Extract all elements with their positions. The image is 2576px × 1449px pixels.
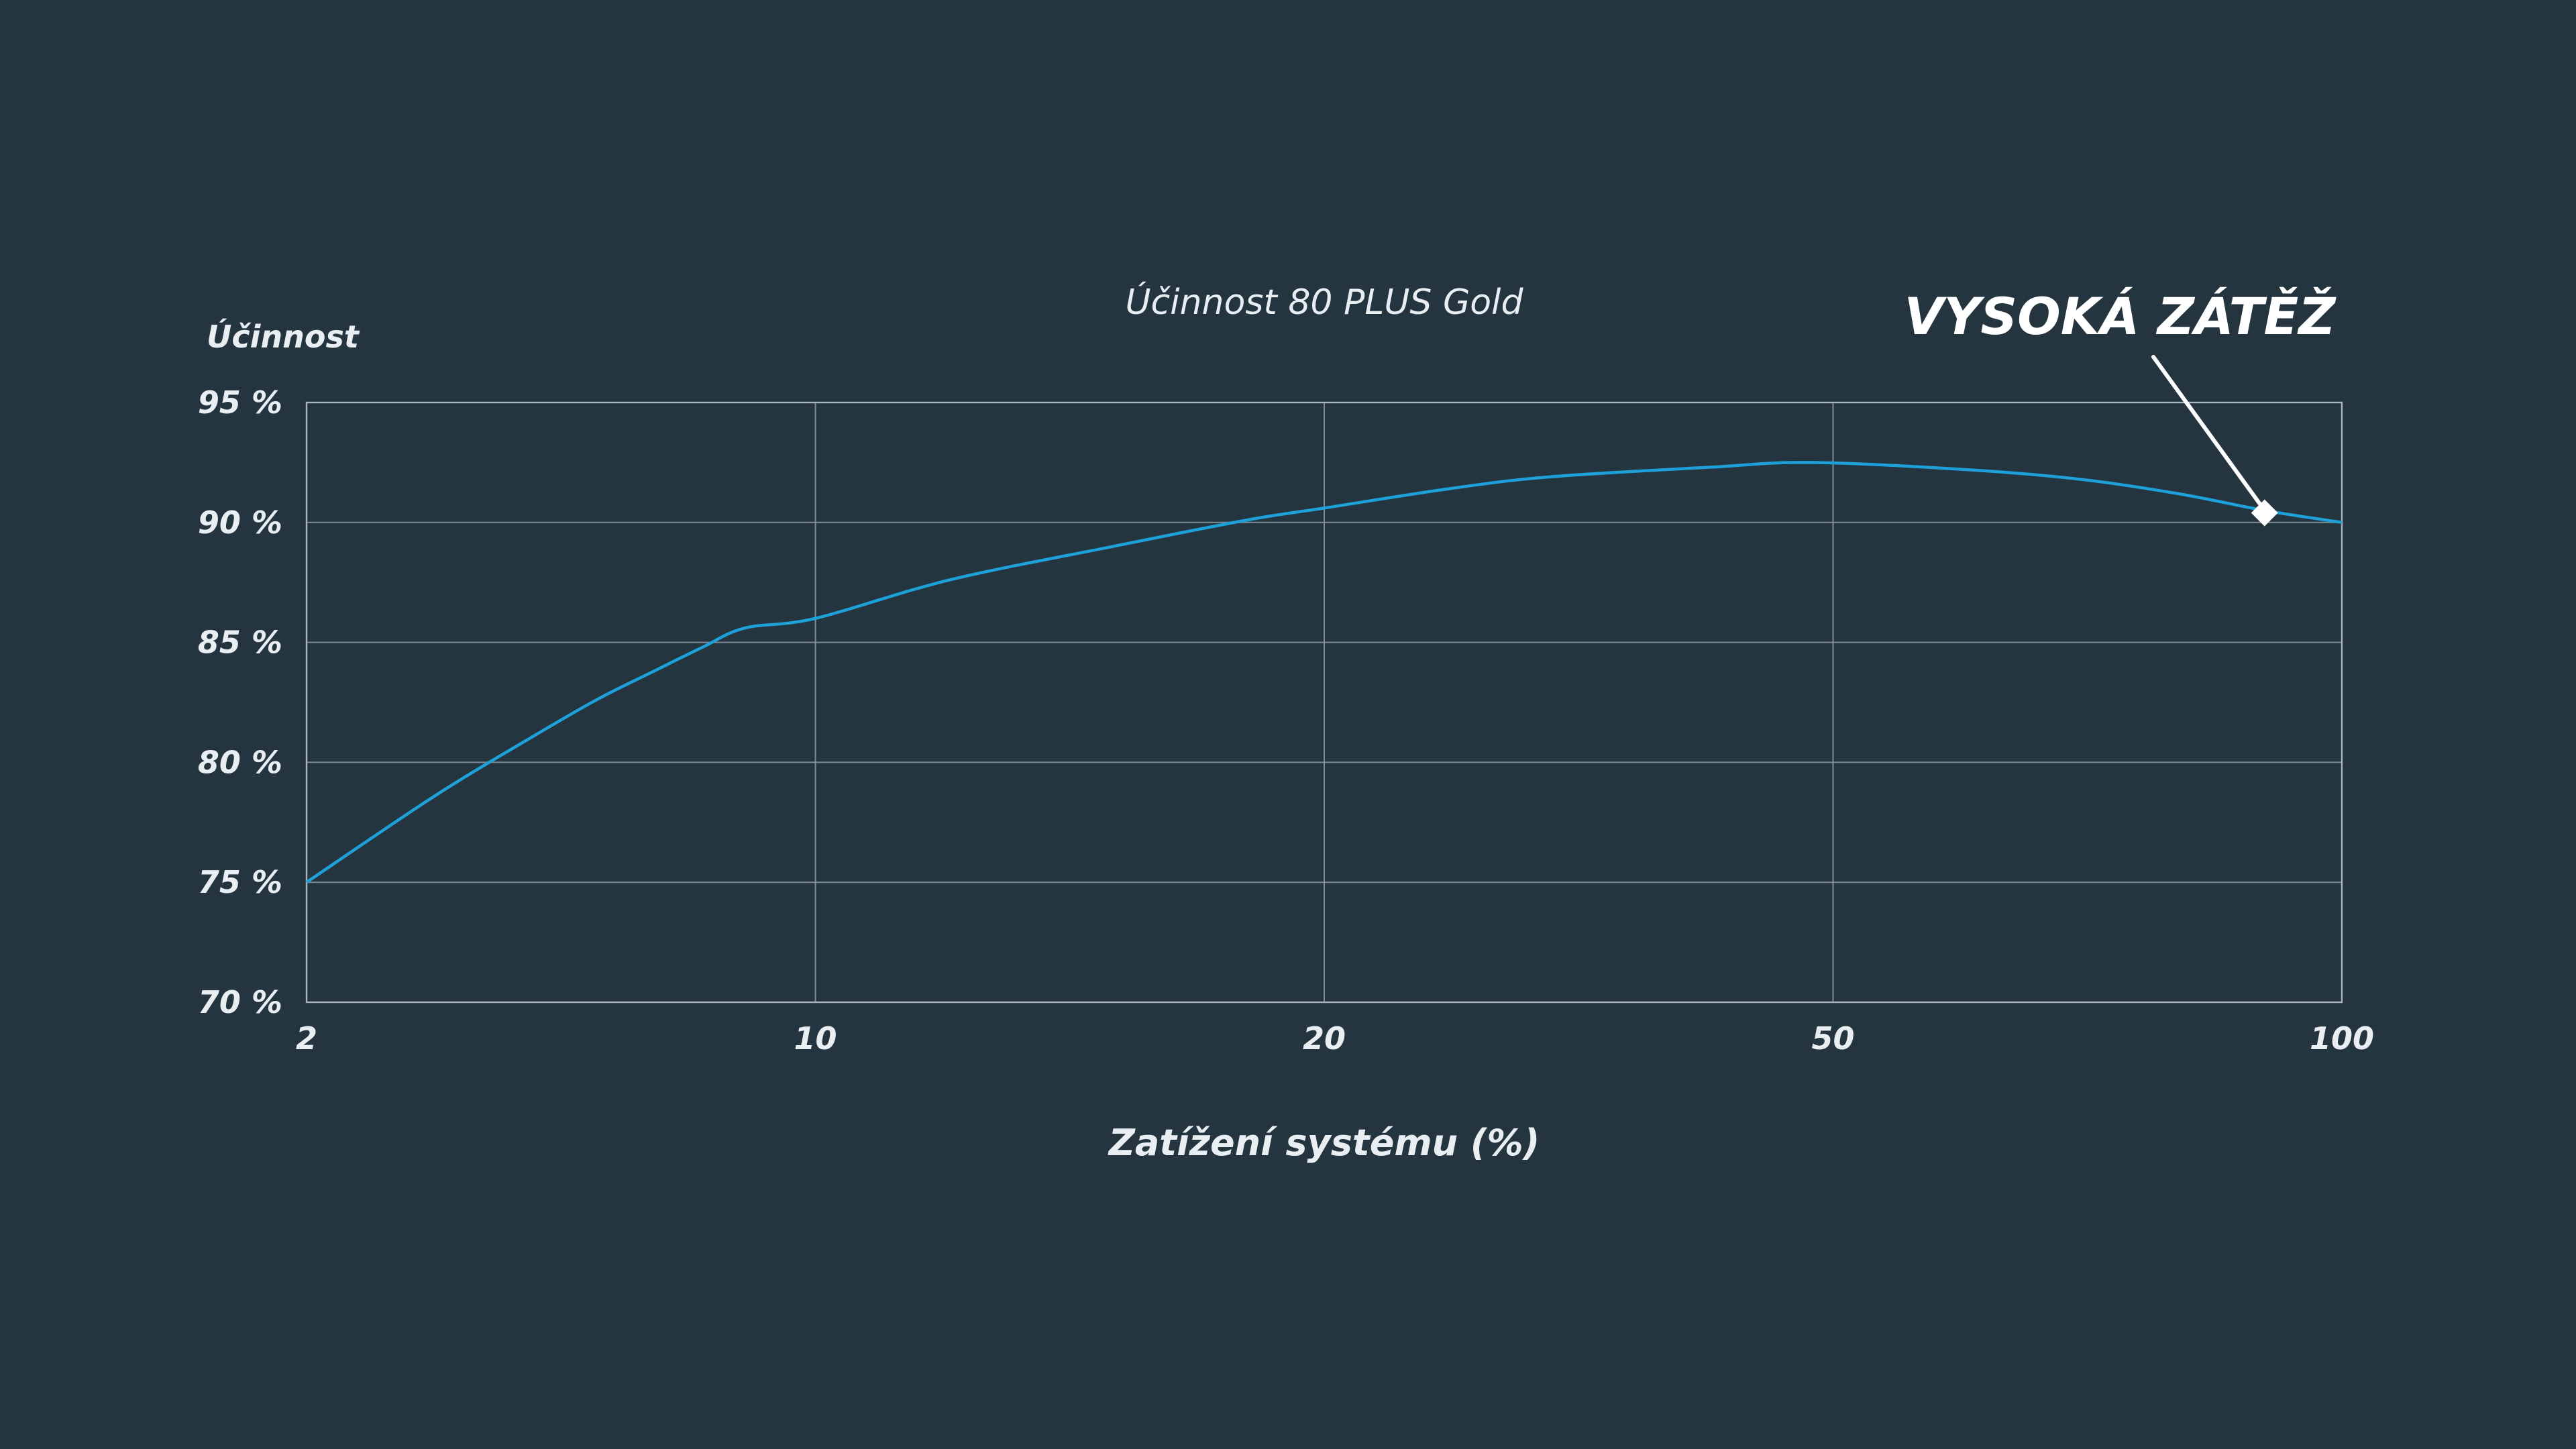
efficiency-line	[305, 461, 2343, 884]
x-tick-label: 10	[794, 1020, 837, 1057]
annotations: VYSOKÁ ZÁTĚŽ	[1904, 286, 2337, 527]
x-tick-label: 2	[296, 1020, 317, 1057]
y-tick-label: 75 %	[198, 864, 282, 900]
grid	[305, 401, 2343, 1004]
series	[305, 461, 2343, 884]
annotation-marker	[2251, 499, 2278, 527]
x-tick-label: 50	[1811, 1020, 1854, 1057]
annotation-leader-line	[2151, 355, 2263, 507]
y-tick-label: 80 %	[198, 744, 282, 780]
annotation-label: VYSOKÁ ZÁTĚŽ	[1904, 286, 2337, 346]
plot-frame	[305, 401, 2343, 1004]
y-axis-label: Účinnost	[207, 319, 360, 355]
tick-labels: 70 % 75 % 80 % 85 % 90 % 95 % 2 10 20 50 100	[198, 384, 2374, 1057]
chart-title: Účinnost 80 PLUS Gold	[1125, 281, 1523, 323]
y-tick-label: 90 %	[198, 504, 282, 541]
x-axis-label: Zatížení systému (%)	[1108, 1122, 1540, 1164]
y-tick-label: 95 %	[198, 384, 282, 421]
x-tick-label: 20	[1303, 1020, 1346, 1057]
y-tick-label: 70 %	[198, 984, 282, 1020]
y-tick-label: 85 %	[198, 625, 282, 661]
x-tick-label: 100	[2310, 1020, 2374, 1057]
